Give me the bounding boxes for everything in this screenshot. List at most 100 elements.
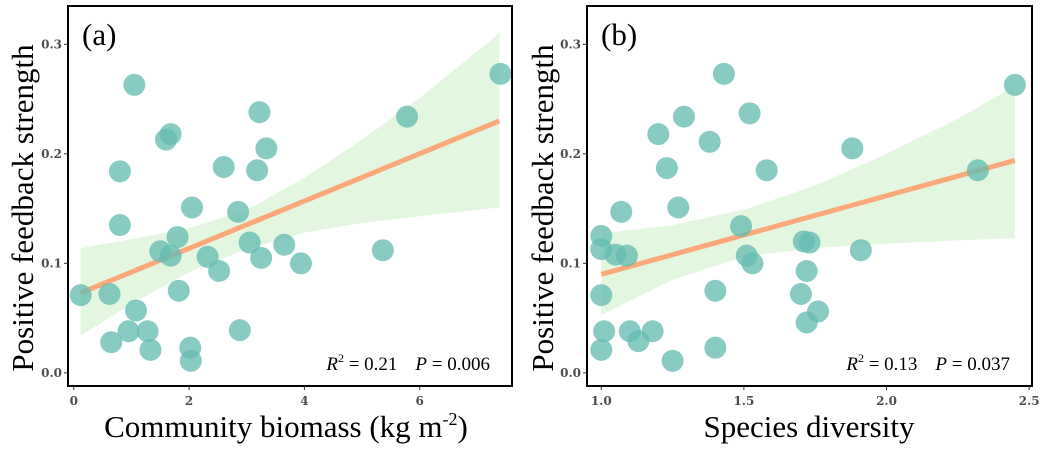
x-axis-title-a-sup: -2 xyxy=(443,409,458,429)
r2-symbol: R xyxy=(845,354,858,375)
data-point xyxy=(610,200,633,223)
plot-frame xyxy=(67,5,513,387)
regression-line xyxy=(600,157,1016,277)
y-tick-label: 0.2 xyxy=(560,147,581,161)
data-point xyxy=(704,336,727,359)
data-point xyxy=(159,244,182,267)
data-point xyxy=(228,319,251,342)
data-point xyxy=(238,231,261,254)
p-value: = 0.006 xyxy=(427,354,490,375)
data-point xyxy=(159,123,182,146)
data-point xyxy=(712,62,735,85)
data-point xyxy=(741,252,764,275)
panel-a: 0.00.10.20.30 2 4 6 (a) R2 = 0.21 P = 0.006 … xyxy=(5,5,513,444)
data-point xyxy=(98,283,121,306)
plot-area-b: 0.0 0.1 0.2 0.3 1.0 1.5 2.0 2.5 xyxy=(560,5,1040,408)
data-point xyxy=(798,231,821,254)
panel-label-b: (b) xyxy=(601,17,637,52)
data-point xyxy=(123,73,146,96)
data-point xyxy=(166,226,189,249)
r2-superscript: 2 xyxy=(858,351,864,365)
p-symbol: P xyxy=(414,354,427,375)
data-point xyxy=(755,159,778,182)
data-point xyxy=(208,260,231,283)
y-tick-label: 0.1 xyxy=(560,256,581,270)
data-point xyxy=(672,105,695,128)
data-point xyxy=(248,101,271,124)
x-tick-label: 1.5 xyxy=(733,394,754,408)
data-point xyxy=(255,137,278,160)
y-tick-label: 0.0 xyxy=(41,366,62,380)
data-point xyxy=(396,105,419,128)
data-point xyxy=(641,320,664,343)
stats-annotation-b: R2 = 0.13 P = 0.037 xyxy=(845,351,1010,375)
p-value: = 0.037 xyxy=(947,354,1010,375)
data-point xyxy=(590,284,613,307)
data-point xyxy=(667,196,690,219)
x-tick-label: 4 xyxy=(300,394,308,408)
plot-frame xyxy=(586,5,1033,387)
plot-area-a: 0.0 0.1 0.2 0.3 0 2 4 6 xyxy=(41,5,513,408)
regression-line xyxy=(79,118,501,296)
p-symbol: P xyxy=(934,354,947,375)
data-point xyxy=(108,214,131,237)
x-tick-label: 6 xyxy=(416,394,424,408)
r2-value: = 0.13 xyxy=(864,354,917,375)
data-point xyxy=(117,320,140,343)
data-point xyxy=(807,300,830,323)
confidence-band xyxy=(80,33,500,336)
y-tick-label: 0.3 xyxy=(560,37,581,51)
data-point xyxy=(615,244,638,267)
data-point xyxy=(246,159,269,182)
data-point xyxy=(730,215,753,238)
data-point xyxy=(661,349,684,372)
data-point xyxy=(227,200,250,223)
x-axis-title-a: Community biomass (kg m-2) xyxy=(104,409,468,444)
data-point xyxy=(289,252,312,275)
data-point xyxy=(250,246,273,269)
data-point xyxy=(698,130,721,153)
data-point xyxy=(647,123,670,146)
y-tick-label: 0.0 xyxy=(560,366,581,380)
panel-label-a: (a) xyxy=(82,17,116,52)
data-point xyxy=(704,279,727,302)
data-point xyxy=(100,331,123,354)
data-point xyxy=(849,239,872,262)
data-point xyxy=(139,338,162,361)
data-point xyxy=(179,349,202,372)
x-tick-label: 2 xyxy=(185,394,193,408)
y-axis-title-a: Positive feedback strength xyxy=(5,44,40,372)
data-point xyxy=(69,284,92,307)
data-point xyxy=(125,299,148,322)
data-point xyxy=(371,239,394,262)
data-point xyxy=(789,283,812,306)
x-tick-label: 2.5 xyxy=(1019,394,1040,408)
data-point xyxy=(738,102,761,125)
data-point xyxy=(212,155,235,178)
data-point xyxy=(273,233,296,256)
x-axis-title-a-tail: ) xyxy=(458,409,468,444)
y-tick-label: 0.1 xyxy=(41,256,62,270)
data-point xyxy=(795,260,818,283)
data-point xyxy=(136,320,159,343)
data-point xyxy=(593,320,616,343)
stats-annotation-a: R2 = 0.21 P = 0.006 xyxy=(325,351,490,375)
x-axis-title-a-main: Community biomass (kg m xyxy=(104,409,442,444)
data-point xyxy=(167,279,190,302)
data-point xyxy=(489,62,512,85)
y-tick-label: 0.3 xyxy=(41,37,62,51)
data-point xyxy=(590,338,613,361)
x-tick-label: 2.0 xyxy=(876,394,897,408)
data-point xyxy=(108,160,131,183)
x-tick-label: 1.0 xyxy=(591,394,612,408)
panel-b: 0.0 0.1 0.2 0.3 1.0 1.5 2.0 2.5 (b) R2 = 0.13 P … xyxy=(525,5,1040,444)
data-point xyxy=(655,157,678,180)
data-point xyxy=(1003,73,1026,96)
y-axis-title-b: Positive feedback strength xyxy=(525,44,560,372)
r2-superscript: 2 xyxy=(338,351,344,365)
x-axis-title-b: Species diversity xyxy=(704,409,915,444)
data-point xyxy=(841,137,864,160)
confidence-band xyxy=(601,85,1015,315)
x-tick-label: 0 xyxy=(70,394,78,408)
